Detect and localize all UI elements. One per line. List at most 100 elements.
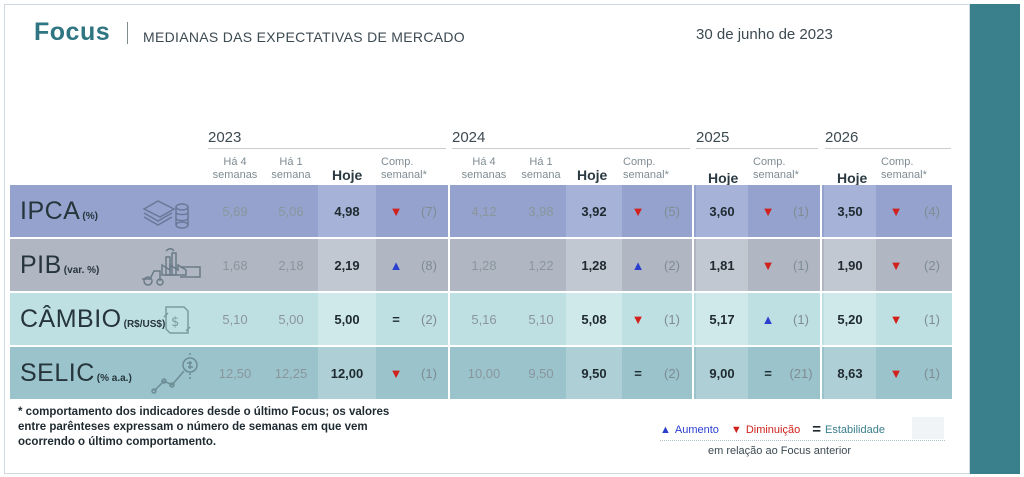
legend-note: em relação ao Focus anterior — [708, 445, 852, 457]
today-highlight — [318, 347, 376, 399]
today-highlight — [696, 239, 748, 291]
y2026-today-value: 1,90 — [837, 257, 863, 273]
col-header-comp-9: Comp. semanal* — [753, 156, 799, 181]
down-triangle-icon: ▼ — [631, 203, 645, 219]
col-header-comp-3: Comp. semanal* — [381, 156, 427, 181]
equals-icon: = — [392, 311, 400, 327]
y2026-today-value: 8,63 — [837, 365, 863, 381]
year-separator — [820, 185, 822, 237]
legend-divider — [660, 440, 945, 441]
year-2024-rule — [452, 148, 690, 149]
col-header-today-2: Hoje — [332, 167, 363, 183]
indicator-name: SELIC — [20, 359, 95, 387]
y2026-today-value: 5,20 — [837, 311, 863, 327]
indicator-label: PIB (var. %) — [20, 239, 99, 291]
today-highlight — [318, 239, 376, 291]
today-highlight — [696, 347, 748, 399]
today-highlight — [824, 347, 876, 399]
indicator-row-pib: PIB (var. %) 1,68 2,18 2,19 ▲ (8) 1,28 1,22 1,28 ▲… — [10, 239, 952, 291]
y2026-today-value: 3,50 — [837, 203, 863, 219]
year-2025-rule — [696, 148, 818, 149]
down-triangle-icon: ▼ — [889, 203, 903, 219]
col-header-weeks4-0: Há 4 semanas — [212, 156, 258, 181]
indicator-row-selic: SELIC (% a.a.) 12,50 12,25 12,00 ▼ (1) 10,00 9,5… — [10, 347, 952, 399]
today-highlight — [824, 293, 876, 345]
y2024-weeks1-value: 5,10 — [528, 311, 554, 327]
coins-icon — [138, 191, 194, 236]
col-header-weeks1-5: Há 1 semana — [521, 156, 561, 181]
y2024-today-value: 9,50 — [581, 365, 607, 381]
report-subtitle: MEDIANAS DAS EXPECTATIVAS DE MERCADO — [143, 29, 465, 45]
y2024-weeks4-value: 5,16 — [471, 311, 497, 327]
year-separator — [820, 239, 822, 291]
year-separator — [448, 293, 450, 345]
indicator-unit: (R$/US$) — [123, 319, 166, 330]
y2026-week-count: (1) — [924, 311, 940, 327]
today-highlight — [318, 293, 376, 345]
legend-up: ▲ Aumento — [660, 424, 719, 436]
today-highlight — [566, 347, 622, 399]
down-triangle-icon: ▼ — [389, 365, 403, 381]
today-highlight — [318, 185, 376, 237]
indicator-label: SELIC (% a.a.) — [20, 347, 132, 399]
y2024-weeks4-value: 10,00 — [467, 365, 501, 381]
down-triangle-icon: ▼ — [761, 257, 775, 273]
factory-icon — [138, 245, 202, 292]
indicator-name: PIB — [20, 251, 62, 279]
footnote: * comportamento dos indicadores desde o … — [18, 406, 390, 448]
y2025-week-count: (1) — [793, 311, 809, 327]
trend-chart-icon — [150, 353, 200, 402]
y2025-today-value: 5,17 — [709, 311, 735, 327]
year-separator — [448, 185, 450, 237]
y2023-today-value: 2,19 — [334, 257, 360, 273]
today-highlight — [696, 293, 748, 345]
up-triangle-icon: ▲ — [389, 257, 403, 273]
y2024-week-count: (2) — [664, 365, 680, 381]
y2023-week-count: (7) — [421, 203, 437, 219]
svg-text:$: $ — [171, 315, 179, 330]
y2023-weeks1-value: 5,00 — [278, 311, 304, 327]
col-header-weeks1-1: Há 1 semana — [271, 156, 311, 181]
equals-icon: = — [812, 421, 821, 438]
y2024-weeks1-value: 3,98 — [528, 203, 554, 219]
y2024-weeks1-value: 9,50 — [528, 365, 554, 381]
equals-icon: = — [634, 365, 642, 381]
up-triangle-icon: ▲ — [631, 257, 645, 273]
report-date: 30 de junho de 2023 — [696, 26, 833, 43]
year-separator — [692, 347, 694, 399]
year-2024-heading: 2024 — [452, 129, 486, 146]
y2024-today-value: 1,28 — [581, 257, 607, 273]
y2024-week-count: (5) — [664, 203, 680, 219]
y2025-today-value: 1,81 — [709, 257, 735, 273]
y2024-weeks4-value: 1,28 — [471, 257, 497, 273]
legend: ▲ Aumento ▼ Diminuição = Estabilidade — [660, 421, 885, 438]
year-separator — [692, 239, 694, 291]
legend-eq: = Estabilidade — [812, 421, 885, 438]
y2023-weeks4-value: 5,10 — [222, 311, 248, 327]
legend-down-label: Diminuição — [745, 423, 801, 436]
y2024-weeks4-value: 4,12 — [471, 203, 497, 219]
today-highlight — [566, 239, 622, 291]
y2023-weeks1-value: 2,18 — [278, 257, 304, 273]
year-separator — [820, 293, 822, 345]
y2023-weeks4-value: 5,69 — [222, 203, 248, 219]
indicator-name: IPCA — [20, 197, 81, 225]
today-highlight — [824, 239, 876, 291]
y2023-weeks1-value: 5,06 — [278, 203, 304, 219]
y2025-week-count: (1) — [793, 257, 809, 273]
year-separator — [692, 293, 694, 345]
y2025-week-count: (1) — [793, 203, 809, 219]
indicator-label: IPCA (%) — [20, 185, 98, 237]
y2023-weeks1-value: 12,25 — [274, 365, 308, 381]
down-triangle-icon: ▼ — [631, 311, 645, 327]
down-triangle-icon: ▼ — [389, 203, 403, 219]
year-2026-heading: 2026 — [825, 129, 859, 146]
y2024-weeks1-value: 1,22 — [528, 257, 554, 273]
y2023-today-value: 12,00 — [330, 365, 364, 381]
down-triangle-icon: ▼ — [889, 257, 903, 273]
side-accent-bar — [970, 4, 1020, 474]
y2026-week-count: (4) — [924, 203, 940, 219]
today-highlight — [566, 293, 622, 345]
indicator-name: CÂMBIO — [20, 305, 122, 333]
y2024-today-value: 3,92 — [581, 203, 607, 219]
